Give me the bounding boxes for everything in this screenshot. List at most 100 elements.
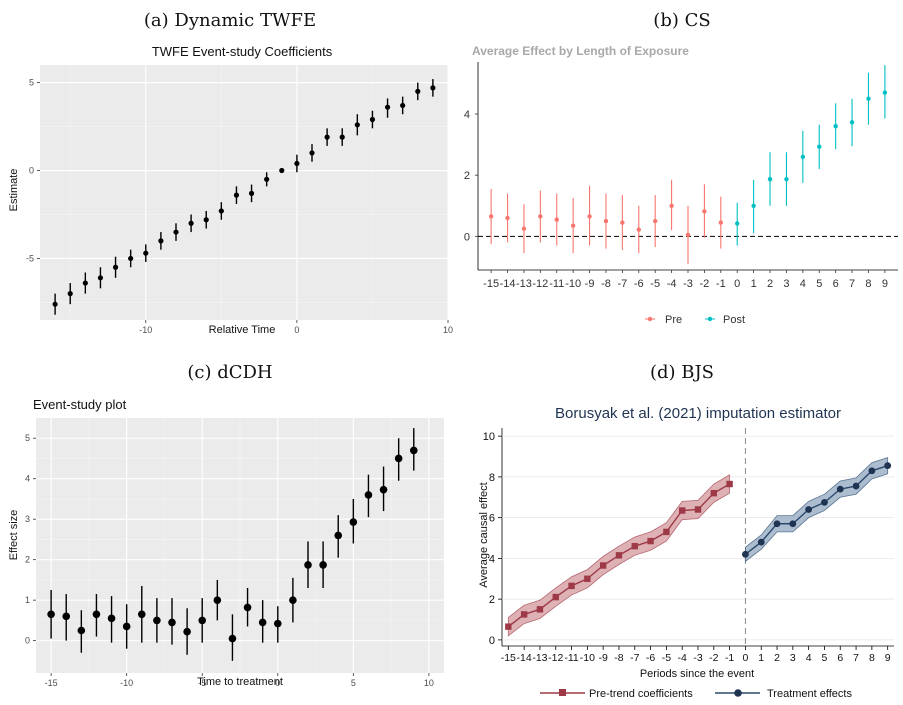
bjs-x-tick-label: -7 xyxy=(630,652,639,664)
dcdh-point xyxy=(122,622,131,631)
bjs-x-tick-label: -1 xyxy=(725,652,734,664)
cs-point xyxy=(751,203,756,208)
twfe-point xyxy=(82,280,88,286)
twfe-point xyxy=(384,104,391,110)
cs-point xyxy=(505,215,510,221)
caption-a: (a) Dynamic TWFE xyxy=(144,10,316,31)
cs-x-tick-label: 5 xyxy=(816,278,822,290)
bjs-x-tick-label: -4 xyxy=(678,652,687,664)
dcdh-y-tick-label: 4 xyxy=(25,474,30,484)
cs-x-tick-label: -7 xyxy=(617,278,627,290)
twfe-point xyxy=(294,160,300,167)
twfe-point xyxy=(264,176,270,182)
bjs-x-tick-label: -13 xyxy=(532,652,547,664)
cs-x-tick-label: 0 xyxy=(734,278,740,290)
bjs-x-tick-label: -14 xyxy=(517,652,532,664)
twfe-panel-bg xyxy=(40,65,448,320)
cs-x-tick-label: -5 xyxy=(650,278,660,290)
twfe-point xyxy=(369,116,376,123)
twfe-point xyxy=(218,208,224,214)
cs-x-tick-label: 3 xyxy=(783,278,789,290)
twfe-point xyxy=(143,250,149,256)
cs-x-tick-label: -9 xyxy=(585,278,595,290)
dcdh-x-tick-label: -5 xyxy=(198,678,206,688)
cs-x-tick-label: -3 xyxy=(683,278,693,290)
dcdh-point xyxy=(304,561,312,569)
cs-legend-post-marker xyxy=(707,316,713,322)
cs-x-tick-label: -4 xyxy=(667,278,677,290)
bjs-pre-point xyxy=(505,623,512,630)
cs-y-tick-label: 2 xyxy=(464,170,470,182)
cs-point xyxy=(685,232,691,238)
dcdh-point xyxy=(364,491,373,499)
cs-point xyxy=(570,223,576,228)
dcdh-point xyxy=(334,531,343,540)
dcdh-point xyxy=(273,619,282,628)
cs-y-tick-label: 4 xyxy=(464,109,470,121)
cs-point xyxy=(800,154,806,160)
bjs-pre-point xyxy=(647,537,654,545)
bjs-post-point xyxy=(836,485,844,493)
bjs-post-point xyxy=(821,498,828,506)
dcdh-point xyxy=(47,610,55,619)
cs-point xyxy=(488,214,494,219)
bjs-post-point xyxy=(868,467,876,475)
bjs-post-point xyxy=(789,520,797,528)
bjs-legend-pre-label: Pre-trend coefficients xyxy=(589,688,693,700)
dcdh-point xyxy=(168,618,176,627)
cs-point xyxy=(636,227,641,232)
bjs-y-tick-label: 6 xyxy=(489,513,495,525)
bjs-post-point xyxy=(773,520,781,528)
bjs-pre-point xyxy=(568,582,575,590)
cs-x-tick-label: 1 xyxy=(751,278,757,290)
cs-x-tick-label: -1 xyxy=(716,278,726,290)
dcdh-x-tick-label: -15 xyxy=(45,678,58,688)
cs-x-tick-label: -6 xyxy=(634,278,644,290)
dcdh-x-tick-label: 5 xyxy=(351,678,356,688)
bjs-pre-point xyxy=(663,528,670,536)
cs-point xyxy=(620,220,625,225)
cs-point xyxy=(521,226,527,231)
twfe-point xyxy=(203,217,209,223)
cs-point xyxy=(784,176,789,182)
cs-x-tick-label: 4 xyxy=(800,278,806,290)
bjs-x-tick-label: 2 xyxy=(774,652,780,664)
cs-point xyxy=(554,217,559,222)
twfe-point xyxy=(233,192,240,198)
dcdh-title: Event-study plot xyxy=(33,397,127,412)
cs-x-tick-label: 9 xyxy=(882,278,888,290)
cs-x-tick-label: -11 xyxy=(549,278,564,290)
dcdh-point xyxy=(228,634,237,643)
bjs-pre-point xyxy=(678,507,686,514)
twfe-point xyxy=(97,275,104,281)
cs-y-tick-label: 0 xyxy=(464,231,470,243)
bjs-x-tick-label: 7 xyxy=(853,652,859,664)
cs-x-tick-label: -13 xyxy=(516,278,532,290)
twfe-point xyxy=(430,85,436,91)
cs-point xyxy=(833,124,838,129)
cs-legend-post-label: Post xyxy=(723,314,745,326)
dcdh-point xyxy=(379,485,388,494)
dcdh-x-tick-label: 10 xyxy=(424,678,434,688)
cs-point xyxy=(669,203,674,208)
caption-b: (b) CS xyxy=(653,10,710,31)
cs-legend: Pre Post xyxy=(645,314,745,326)
cs-x-tick-label: -8 xyxy=(601,278,611,290)
bjs-x-tick-label: -12 xyxy=(548,652,563,664)
bjs-x-tick-label: -2 xyxy=(709,652,718,664)
twfe-point xyxy=(112,264,119,270)
twfe-point xyxy=(158,238,164,244)
dcdh-point xyxy=(137,610,146,619)
dcdh-point xyxy=(62,612,71,621)
twfe-point xyxy=(173,229,179,235)
cs-point xyxy=(702,209,707,214)
bjs-x-tick-label: 1 xyxy=(758,652,764,664)
cs-point xyxy=(817,144,822,149)
dcdh-point xyxy=(92,610,101,619)
dcdh-point xyxy=(107,614,116,623)
bjs-y-tick-label: 10 xyxy=(483,431,495,443)
bjs-pre-point xyxy=(536,606,544,613)
twfe-point xyxy=(339,134,345,140)
cs-x-tick-label: -12 xyxy=(532,278,548,290)
